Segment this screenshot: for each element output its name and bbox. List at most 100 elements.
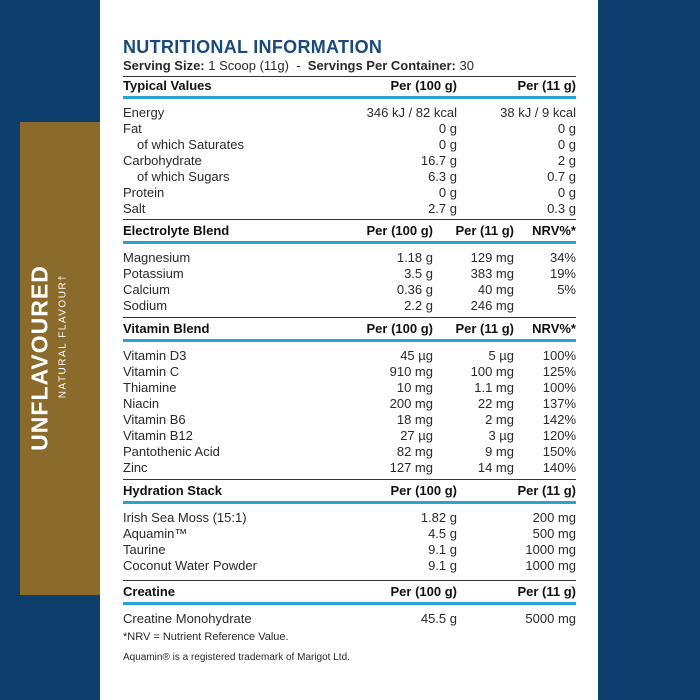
section-header: Per (100 g): [366, 321, 433, 336]
nutrient-name: Carbohydrate: [123, 153, 202, 168]
nutrient-value: 9 mg: [485, 444, 514, 459]
nutrient-value: 500 mg: [532, 526, 576, 541]
section-header: Per (100 g): [390, 78, 457, 93]
nutrient-value: 0 g: [557, 121, 576, 136]
nutrient-value: 100%: [542, 348, 576, 363]
nutrient-value: 0 g: [438, 121, 457, 136]
nutrient-value: 1.18 g: [396, 250, 433, 265]
nutrient-value: 120%: [542, 428, 576, 443]
nutrient-value: 82 mg: [396, 444, 433, 459]
nutrient-value: 5000 mg: [525, 611, 576, 626]
nutrient-name: Vitamin C: [123, 364, 180, 379]
nutrient-value: 200 mg: [389, 396, 433, 411]
nutrient-value: 2.7 g: [428, 201, 457, 216]
nutrient-name: Vitamin B12: [123, 428, 193, 443]
rule: [123, 501, 576, 504]
serving: Serving Size: 1 Scoop (11g) - Servings P…: [123, 58, 474, 74]
nutrient-value: 5 µg: [488, 348, 514, 363]
nutrient-name: Energy: [123, 105, 165, 120]
nutrient-value: 38 kJ / 9 kcal: [500, 105, 576, 120]
nutrient-name: Taurine: [123, 542, 166, 557]
nutrient-value: 0.3 g: [547, 201, 576, 216]
nutrient-name: Vitamin B6: [123, 412, 186, 427]
nutrient-value: 19%: [549, 266, 576, 281]
label-panel: [100, 0, 598, 700]
nutrient-value: 22 mg: [477, 396, 514, 411]
nutrient-value: 0 g: [438, 185, 457, 200]
flavour-note: NATURAL FLAVOUR†: [57, 273, 69, 399]
nutrient-value: 200 mg: [532, 510, 576, 525]
nutrient-value: 40 mg: [477, 282, 514, 297]
nutrient-value: 9.1 g: [428, 542, 457, 557]
section-header: Per (11 g): [517, 483, 576, 498]
footnote: *NRV = Nutrient Reference Value.: [123, 631, 289, 643]
nutrient-value: 1.1 mg: [474, 380, 514, 395]
section-header: Hydration Stack: [123, 483, 222, 498]
section-header: Per (100 g): [390, 584, 457, 599]
section-header: Vitamin Blend: [123, 321, 210, 336]
rule: [123, 602, 576, 605]
nutrient-value: 0.7 g: [547, 169, 576, 184]
servings-label: Servings Per Container:: [307, 58, 456, 73]
flavour-band: [20, 122, 100, 595]
nutrient-name: Potassium: [123, 266, 184, 281]
nutrient-name: Niacin: [123, 396, 160, 411]
nutrient-name: Irish Sea Moss (15:1): [123, 510, 247, 525]
nutrient-name: Sodium: [123, 298, 168, 313]
nutrient-name: of which Saturates: [137, 137, 244, 152]
section-header: Per (11 g): [455, 223, 514, 238]
section-header: Electrolyte Blend: [123, 223, 230, 238]
nutrient-name: Creatine Monohydrate: [123, 611, 252, 626]
nutrient-name: Coconut Water Powder: [123, 558, 257, 573]
rule: [123, 219, 576, 220]
footnote: Aquamin® is a registered trademark of Ma…: [123, 652, 350, 663]
nutrient-value: 34%: [549, 250, 576, 265]
nutrient-value: 14 mg: [477, 460, 514, 475]
section-header: Per (11 g): [517, 78, 576, 93]
rule: [123, 96, 576, 99]
nutrient-value: 1000 mg: [525, 558, 576, 573]
nutrient-value: 0 g: [438, 137, 457, 152]
nutrient-value: 100 mg: [470, 364, 514, 379]
rule: [123, 339, 576, 342]
nutrient-value: 6.3 g: [428, 169, 457, 184]
nutrient-value: 4.5 g: [428, 526, 457, 541]
nutrient-value: 9.1 g: [428, 558, 457, 573]
nutrient-name: Fat: [123, 121, 142, 136]
section-header: NRV%*: [532, 321, 576, 336]
nutrient-value: 137%: [542, 396, 576, 411]
nutrient-value: 910 mg: [389, 364, 433, 379]
nutrient-value: 140%: [542, 460, 576, 475]
nutrient-value: 18 mg: [396, 412, 433, 427]
nutrient-value: 1.82 g: [420, 510, 457, 525]
section-header: Per (11 g): [455, 321, 514, 336]
section-header: Typical Values: [123, 78, 212, 93]
nutrient-value: 16.7 g: [420, 153, 457, 168]
rule: [123, 479, 576, 480]
section-header: Per (11 g): [517, 584, 576, 599]
rule: [123, 241, 576, 244]
nutrient-name: Protein: [123, 185, 165, 200]
nutrient-value: 2 mg: [485, 412, 514, 427]
nutrient-name: Zinc: [123, 460, 148, 475]
serving-size-label: Serving Size:: [123, 58, 205, 73]
servings: 30: [459, 58, 474, 73]
nutrient-name: Magnesium: [123, 250, 191, 265]
nutrient-value: 100%: [542, 380, 576, 395]
nutrient-name: Salt: [123, 201, 146, 216]
nutrient-value: 2.2 g: [404, 298, 433, 313]
section-header: NRV%*: [532, 223, 576, 238]
flavour: UNFLAVOURED: [26, 265, 53, 451]
nutrient-value: 127 mg: [389, 460, 433, 475]
rule: [123, 317, 576, 318]
nutrient-value: 45 µg: [400, 348, 433, 363]
nutrient-value: 10 mg: [396, 380, 433, 395]
section-header: Creatine: [123, 584, 176, 599]
rule: [123, 76, 576, 77]
separator: -: [296, 58, 301, 73]
nutrient-name: Aquamin™: [123, 526, 188, 541]
serving-size: 1 Scoop (11g): [208, 58, 289, 73]
nutrient-name: of which Sugars: [137, 169, 230, 184]
nutrient-name: Thiamine: [123, 380, 177, 395]
